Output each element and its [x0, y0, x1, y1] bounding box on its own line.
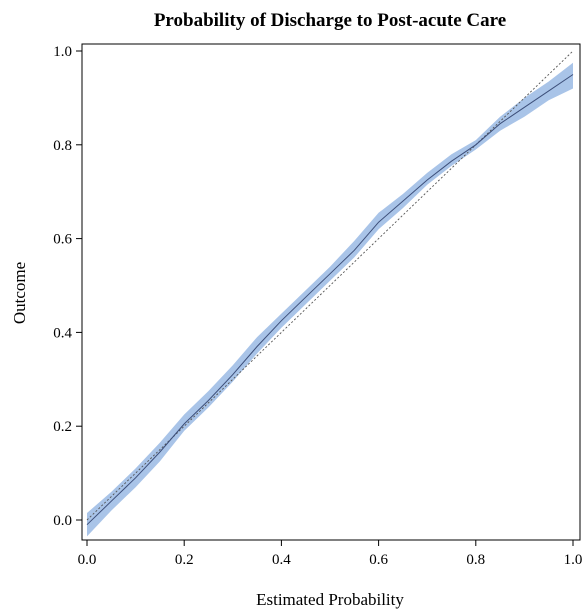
x-tick-label-4: 0.8 [466, 552, 485, 568]
y-tick-label-1: 0.2 [53, 419, 72, 435]
x-tick-label-3: 0.6 [369, 552, 388, 568]
plot-frame [81, 43, 581, 541]
x-axis-title: Estimated Probability [256, 590, 404, 609]
y-tick-label-4: 0.8 [53, 138, 72, 154]
calibration-line-0 [86, 74, 574, 526]
confidence-band-0 [87, 62, 573, 537]
x-tick-label-5: 1.0 [564, 552, 583, 568]
x-tick-label-0: 0.0 [78, 552, 97, 568]
y-tick-label-3: 0.6 [53, 232, 72, 248]
y-tick-label-0: 0.0 [53, 513, 72, 529]
plot-area: 0.0 0.2 0.4 0.6 0.8 1.0 0.0 0.2 0.4 0.6 0.8 1.0 [53, 43, 583, 568]
x-tick-label-2: 0.4 [272, 552, 291, 568]
chart-title: Probability of Discharge to Post-acute C… [154, 10, 506, 31]
y-axis-title: Outcome [10, 262, 29, 324]
y-tick-label-5: 1.0 [53, 44, 72, 60]
reference-diagonal [86, 50, 574, 521]
y-tick-label-2: 0.4 [53, 325, 72, 341]
x-tick-label-1: 0.2 [175, 552, 194, 568]
